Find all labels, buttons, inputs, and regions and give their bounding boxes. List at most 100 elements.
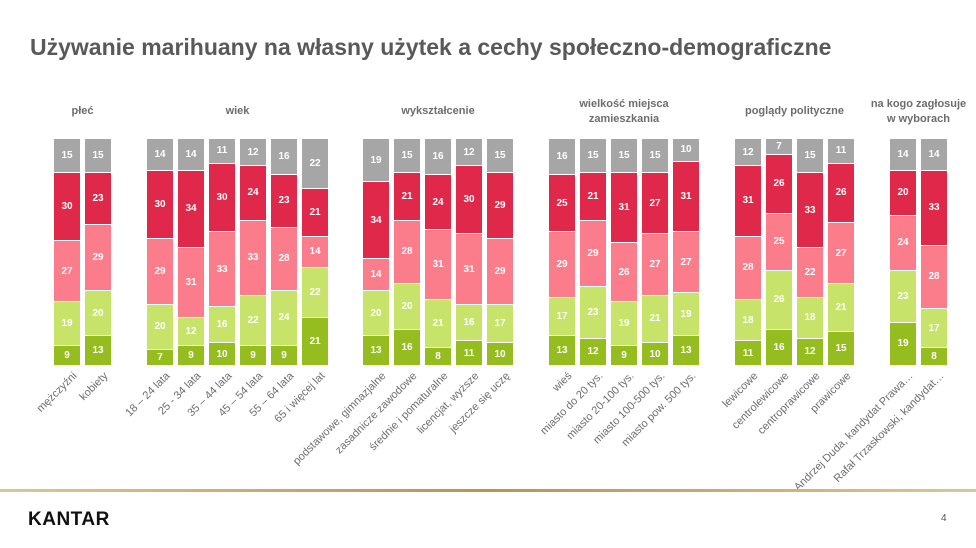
bar-segment: 22 — [302, 139, 328, 189]
bar-segment: 21 — [302, 188, 328, 237]
bar-segment: 29 — [549, 232, 575, 298]
bar-segment: 26 — [611, 243, 637, 303]
bar-segment: 12 — [797, 338, 823, 366]
bar-segment: 14 — [921, 139, 947, 171]
bar-segment: 23 — [890, 270, 916, 323]
group-heading-line: poglądy polityczne — [744, 105, 845, 117]
bar-segment: 15 — [642, 139, 668, 174]
bar-segment: 29 — [487, 173, 513, 239]
bar-segment: 31 — [425, 229, 451, 301]
group-heading-line: płeć — [71, 105, 94, 117]
bar-segment: 15 — [580, 139, 606, 174]
bar-segment: 28 — [271, 227, 297, 292]
slide-title: Używanie marihuany na własny użytek a ce… — [30, 34, 832, 60]
bar-segment: 29 — [147, 238, 173, 305]
kantar-logo: KANTAR — [28, 509, 110, 530]
bar-segment: 20 — [363, 291, 389, 337]
bar-segment: 19 — [890, 322, 916, 366]
bar-segment: 30 — [147, 170, 173, 239]
bar-segment: 19 — [611, 302, 637, 346]
bar-segment: 9 — [611, 345, 637, 366]
bar-segment: 8 — [921, 347, 947, 366]
bar-segment: 11 — [456, 341, 482, 366]
bar-segment: 17 — [487, 304, 513, 344]
bar-segment: 23 — [580, 286, 606, 339]
bar-segment: 30 — [456, 166, 482, 235]
group-heading-line: na kogo zagłosuje — [870, 98, 967, 110]
bar-segment: 13 — [549, 336, 575, 366]
bar-segment: 31 — [456, 234, 482, 305]
bar-segment: 26 — [828, 163, 854, 223]
category-label: mężczyźni — [34, 370, 80, 415]
group-heading: płeć — [71, 104, 93, 119]
bar-segment: 12 — [456, 139, 482, 167]
group-heading: poglądy polityczne — [745, 104, 844, 119]
bar-segment: 24 — [425, 175, 451, 230]
bar-segment: 22 — [302, 268, 328, 319]
bar-segment: 31 — [611, 173, 637, 244]
bar-segment: 25 — [766, 213, 792, 271]
bar-segment: 27 — [642, 234, 668, 296]
bar-segment: 29 — [85, 225, 111, 292]
bar-segment: 26 — [766, 154, 792, 214]
bar-segment: 16 — [209, 306, 235, 344]
bar-segment: 31 — [178, 247, 204, 319]
bar-segment: 23 — [271, 175, 297, 228]
bar-segment: 12 — [178, 318, 204, 346]
bar-segment: 33 — [797, 173, 823, 248]
bar-segment: 25 — [549, 175, 575, 233]
group-heading: na kogo zagłosuje w wyborach — [871, 97, 966, 127]
bar-segment: 15 — [487, 139, 513, 174]
group-heading: wykształcenie — [401, 104, 474, 119]
bar-segment: 15 — [797, 139, 823, 174]
bar-segment: 8 — [425, 347, 451, 366]
bar-segment: 27 — [828, 222, 854, 285]
bar-segment: 28 — [394, 220, 420, 285]
bar-segment: 28 — [735, 236, 761, 301]
bar-segment: 14 — [302, 236, 328, 269]
group-heading-line: wykształcenie — [401, 105, 475, 117]
bar-segment: 18 — [735, 300, 761, 342]
bar-segment: 16 — [766, 329, 792, 366]
category-label: wieś — [550, 370, 575, 395]
bar-segment: 33 — [240, 220, 266, 296]
bar-segment: 20 — [147, 304, 173, 351]
group-heading-line: zamieszkania — [588, 113, 660, 125]
group-heading: wiek — [226, 104, 250, 119]
bar-segment: 10 — [642, 343, 668, 366]
footer-divider — [0, 489, 976, 492]
bar-segment: 16 — [456, 304, 482, 342]
bar-segment: 30 — [209, 163, 235, 233]
page-number: 4 — [941, 513, 947, 524]
bar-segment: 21 — [580, 173, 606, 221]
bar-segment: 15 — [828, 331, 854, 366]
bar-segment: 18 — [797, 297, 823, 339]
bar-segment: 29 — [487, 238, 513, 305]
bar-segment: 14 — [890, 139, 916, 171]
bar-segment: 7 — [147, 350, 173, 366]
bar-segment: 30 — [54, 173, 80, 242]
bar-segment: 17 — [921, 309, 947, 348]
bar-segment: 20 — [394, 284, 420, 330]
bar-segment: 19 — [54, 302, 80, 346]
bar-segment: 10 — [673, 139, 699, 162]
bar-segment: 31 — [673, 161, 699, 233]
bar-segment: 13 — [673, 336, 699, 366]
group-heading-line: wielkość miejsca — [579, 98, 669, 110]
bar-segment: 15 — [394, 139, 420, 174]
bar-segment: 27 — [54, 241, 80, 303]
bar-segment: 27 — [642, 173, 668, 235]
bar-segment: 31 — [735, 166, 761, 237]
bar-segment: 10 — [487, 343, 513, 366]
bar-segment: 21 — [425, 300, 451, 348]
bar-segment: 12 — [580, 338, 606, 366]
bar-segment: 13 — [363, 336, 389, 366]
bar-segment: 15 — [54, 139, 80, 174]
bar-segment: 23 — [85, 173, 111, 226]
bar-segment: 20 — [890, 170, 916, 217]
bar-segment: 21 — [394, 173, 420, 221]
bar-segment: 24 — [271, 291, 297, 346]
group-heading-line: w wyborach — [887, 113, 950, 125]
bar-segment: 21 — [642, 295, 668, 344]
bar-segment: 19 — [363, 139, 389, 183]
